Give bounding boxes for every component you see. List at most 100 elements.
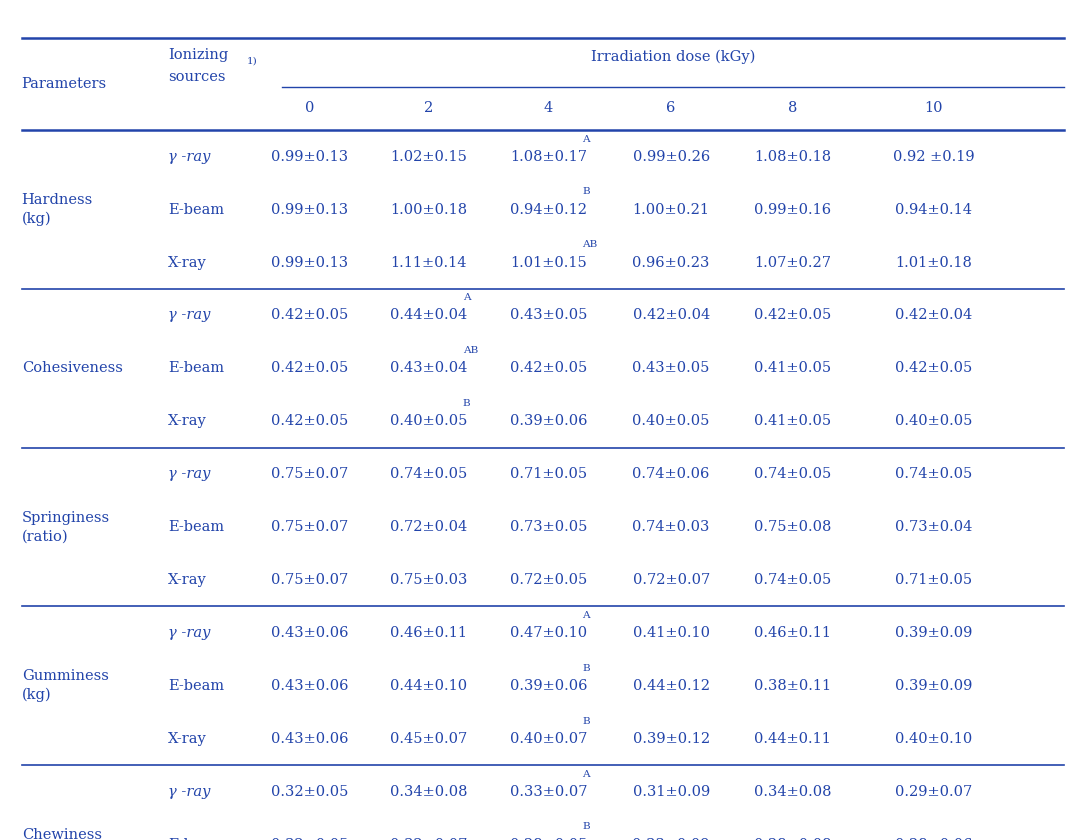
Text: 0.72±0.05: 0.72±0.05: [509, 573, 588, 587]
Text: 0.29±0.07: 0.29±0.07: [895, 785, 973, 799]
Text: 0.74±0.05: 0.74±0.05: [390, 467, 468, 481]
Text: 1.07±0.27: 1.07±0.27: [755, 255, 831, 270]
Text: 2: 2: [425, 102, 433, 115]
Text: 0.75±0.07: 0.75±0.07: [270, 573, 349, 587]
Text: 0.40±0.07: 0.40±0.07: [509, 732, 588, 746]
Text: E-beam: E-beam: [168, 837, 225, 840]
Text: X-ray: X-ray: [168, 732, 207, 746]
Text: E-beam: E-beam: [168, 202, 225, 217]
Text: 0.99±0.13: 0.99±0.13: [270, 150, 349, 164]
Text: 0.41±0.05: 0.41±0.05: [754, 361, 832, 375]
Text: 0.72±0.04: 0.72±0.04: [390, 520, 468, 534]
Text: 0.75±0.08: 0.75±0.08: [754, 520, 832, 534]
Text: Parameters: Parameters: [22, 77, 106, 91]
Text: 1.08±0.17: 1.08±0.17: [510, 150, 586, 164]
Text: 1.00±0.21: 1.00±0.21: [633, 202, 709, 217]
Text: Gumminess
(kg): Gumminess (kg): [22, 669, 109, 702]
Text: 0.42±0.05: 0.42±0.05: [270, 308, 349, 323]
Text: 0.44±0.12: 0.44±0.12: [633, 679, 709, 693]
Text: 0.47±0.10: 0.47±0.10: [509, 626, 588, 640]
Text: 0.40±0.05: 0.40±0.05: [895, 414, 973, 428]
Text: X-ray: X-ray: [168, 573, 207, 587]
Text: 0.32±0.07: 0.32±0.07: [390, 837, 468, 840]
Text: sources: sources: [168, 70, 226, 84]
Text: 1.00±0.18: 1.00±0.18: [390, 202, 468, 217]
Text: B: B: [582, 822, 590, 832]
Text: B: B: [582, 717, 590, 726]
Text: 6: 6: [667, 102, 675, 115]
Text: E-beam: E-beam: [168, 520, 225, 534]
Text: 0.41±0.05: 0.41±0.05: [754, 414, 832, 428]
Text: 0.32±0.05: 0.32±0.05: [270, 785, 349, 799]
Text: γ -ray: γ -ray: [168, 785, 211, 799]
Text: 0.44±0.10: 0.44±0.10: [390, 679, 468, 693]
Text: 0.42±0.05: 0.42±0.05: [895, 361, 973, 375]
Text: AB: AB: [463, 346, 478, 355]
Text: AB: AB: [582, 240, 597, 249]
Text: 8: 8: [788, 102, 797, 115]
Text: 10: 10: [924, 102, 944, 115]
Text: 0.43±0.05: 0.43±0.05: [632, 361, 710, 375]
Text: 0.74±0.05: 0.74±0.05: [895, 467, 973, 481]
Text: 0.99±0.13: 0.99±0.13: [270, 255, 349, 270]
Text: A: A: [582, 769, 590, 779]
Text: 0.74±0.03: 0.74±0.03: [632, 520, 710, 534]
Text: 0.41±0.10: 0.41±0.10: [633, 626, 709, 640]
Text: 0.43±0.06: 0.43±0.06: [270, 626, 349, 640]
Text: 0.75±0.07: 0.75±0.07: [270, 467, 349, 481]
Text: 0.42±0.05: 0.42±0.05: [270, 414, 349, 428]
Text: 0.74±0.06: 0.74±0.06: [632, 467, 710, 481]
Text: A: A: [582, 134, 590, 144]
Text: 0.39±0.12: 0.39±0.12: [632, 732, 710, 746]
Text: 0.39±0.09: 0.39±0.09: [895, 626, 973, 640]
Text: 0.42±0.04: 0.42±0.04: [632, 308, 710, 323]
Text: 0.34±0.08: 0.34±0.08: [754, 785, 832, 799]
Text: 1.02±0.15: 1.02±0.15: [391, 150, 467, 164]
Text: 0.39±0.06: 0.39±0.06: [509, 679, 588, 693]
Text: 0.28±0.06: 0.28±0.06: [895, 837, 973, 840]
Text: 1.01±0.18: 1.01±0.18: [896, 255, 972, 270]
Text: B: B: [582, 187, 590, 197]
Text: 1): 1): [247, 56, 257, 66]
Text: 0.42±0.04: 0.42±0.04: [895, 308, 973, 323]
Text: B: B: [463, 399, 470, 408]
Text: 0.42±0.05: 0.42±0.05: [509, 361, 588, 375]
Text: 0.32±0.05: 0.32±0.05: [270, 837, 349, 840]
Text: 0.96±0.23: 0.96±0.23: [632, 255, 710, 270]
Text: 0.34±0.08: 0.34±0.08: [390, 785, 468, 799]
Text: 0.44±0.04: 0.44±0.04: [390, 308, 468, 323]
Text: 0.42±0.05: 0.42±0.05: [270, 361, 349, 375]
Text: γ -ray: γ -ray: [168, 467, 211, 481]
Text: 0.40±0.10: 0.40±0.10: [895, 732, 973, 746]
Text: Hardness
(kg): Hardness (kg): [22, 193, 93, 226]
Text: A: A: [463, 293, 470, 302]
Text: 0.75±0.03: 0.75±0.03: [390, 573, 468, 587]
Text: B: B: [582, 664, 590, 673]
Text: 0.92 ±0.19: 0.92 ±0.19: [893, 150, 975, 164]
Text: 0.44±0.11: 0.44±0.11: [755, 732, 831, 746]
Text: 0.46±0.11: 0.46±0.11: [391, 626, 467, 640]
Text: 0.43±0.05: 0.43±0.05: [509, 308, 588, 323]
Text: 0.71±0.05: 0.71±0.05: [509, 467, 588, 481]
Text: 0.74±0.05: 0.74±0.05: [754, 573, 832, 587]
Text: 0: 0: [305, 102, 314, 115]
Text: 0.75±0.07: 0.75±0.07: [270, 520, 349, 534]
Text: 0.43±0.06: 0.43±0.06: [270, 679, 349, 693]
Text: 0.40±0.05: 0.40±0.05: [632, 414, 710, 428]
Text: 0.33±0.09: 0.33±0.09: [632, 837, 710, 840]
Text: 0.94±0.12: 0.94±0.12: [510, 202, 586, 217]
Text: Ionizing: Ionizing: [168, 48, 228, 62]
Text: 0.45±0.07: 0.45±0.07: [390, 732, 468, 746]
Text: γ -ray: γ -ray: [168, 150, 211, 164]
Text: 0.39±0.06: 0.39±0.06: [509, 414, 588, 428]
Text: 0.94±0.14: 0.94±0.14: [896, 202, 972, 217]
Text: E-beam: E-beam: [168, 361, 225, 375]
Text: A: A: [582, 611, 590, 620]
Text: 0.43±0.06: 0.43±0.06: [270, 732, 349, 746]
Text: 0.43±0.04: 0.43±0.04: [390, 361, 468, 375]
Text: Chewiness
(kg): Chewiness (kg): [22, 828, 102, 840]
Text: Springiness
(ratio): Springiness (ratio): [22, 511, 110, 543]
Text: 0.99±0.26: 0.99±0.26: [632, 150, 710, 164]
Text: 0.73±0.04: 0.73±0.04: [895, 520, 973, 534]
Text: 0.46±0.11: 0.46±0.11: [755, 626, 831, 640]
